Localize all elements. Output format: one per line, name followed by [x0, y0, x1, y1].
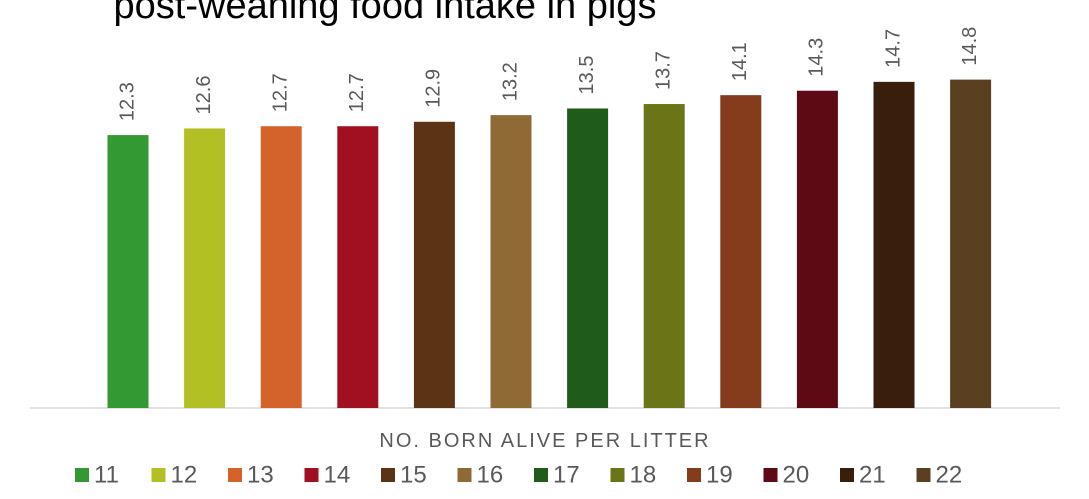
data-label: 12.7 [346, 73, 368, 112]
data-label: 12.7 [269, 73, 291, 112]
x-axis-title: NO. BORN ALIVE PER LITTER [379, 430, 710, 452]
bar [796, 90, 838, 408]
data-label: 12.9 [423, 69, 445, 108]
legend-swatch [151, 468, 166, 482]
legend-label: 18 [630, 461, 657, 488]
legend-swatch [763, 468, 778, 482]
chart-title: post-weaning food intake in pigs [114, 0, 657, 27]
bar [337, 126, 379, 408]
legend-label: 12 [171, 461, 198, 488]
data-label: 14.7 [882, 29, 904, 68]
legend-swatch [916, 468, 931, 482]
bar [950, 79, 992, 408]
legend-label: 11 [94, 461, 119, 488]
legend-label: 17 [553, 461, 580, 488]
legend-label: 19 [706, 461, 733, 488]
bar [873, 81, 915, 408]
data-label: 12.3 [116, 82, 138, 121]
legend-swatch [381, 468, 395, 482]
data-label: 13.2 [499, 62, 521, 101]
legend-swatch [687, 468, 701, 482]
bar [260, 126, 302, 408]
bar [107, 135, 149, 408]
bar [720, 95, 762, 408]
data-label: 13.5 [576, 56, 598, 95]
legend-swatch [457, 468, 472, 482]
bar [184, 128, 226, 408]
data-label: 14.8 [959, 27, 981, 66]
bar [490, 115, 532, 408]
legend-swatch [534, 468, 548, 482]
legend-label: 13 [247, 461, 274, 488]
legend-swatch [304, 468, 319, 482]
legend-label: 20 [783, 461, 810, 488]
legend-swatch [75, 468, 89, 482]
data-label: 12.6 [193, 76, 215, 115]
legend-swatch [610, 468, 625, 482]
legend-label: 14 [324, 461, 351, 488]
legend-label: 16 [477, 461, 504, 488]
data-label: 14.3 [806, 38, 828, 77]
bar [413, 121, 455, 408]
data-label: 14.1 [729, 42, 751, 81]
legend-label: 15 [400, 461, 427, 488]
legend-swatch [228, 468, 242, 482]
data-label: 13.7 [652, 51, 674, 90]
bar [643, 104, 685, 408]
legend-label: 21 [859, 461, 886, 488]
bar [567, 108, 609, 408]
legend-swatch [840, 468, 854, 482]
legend-label: 22 [936, 461, 963, 488]
